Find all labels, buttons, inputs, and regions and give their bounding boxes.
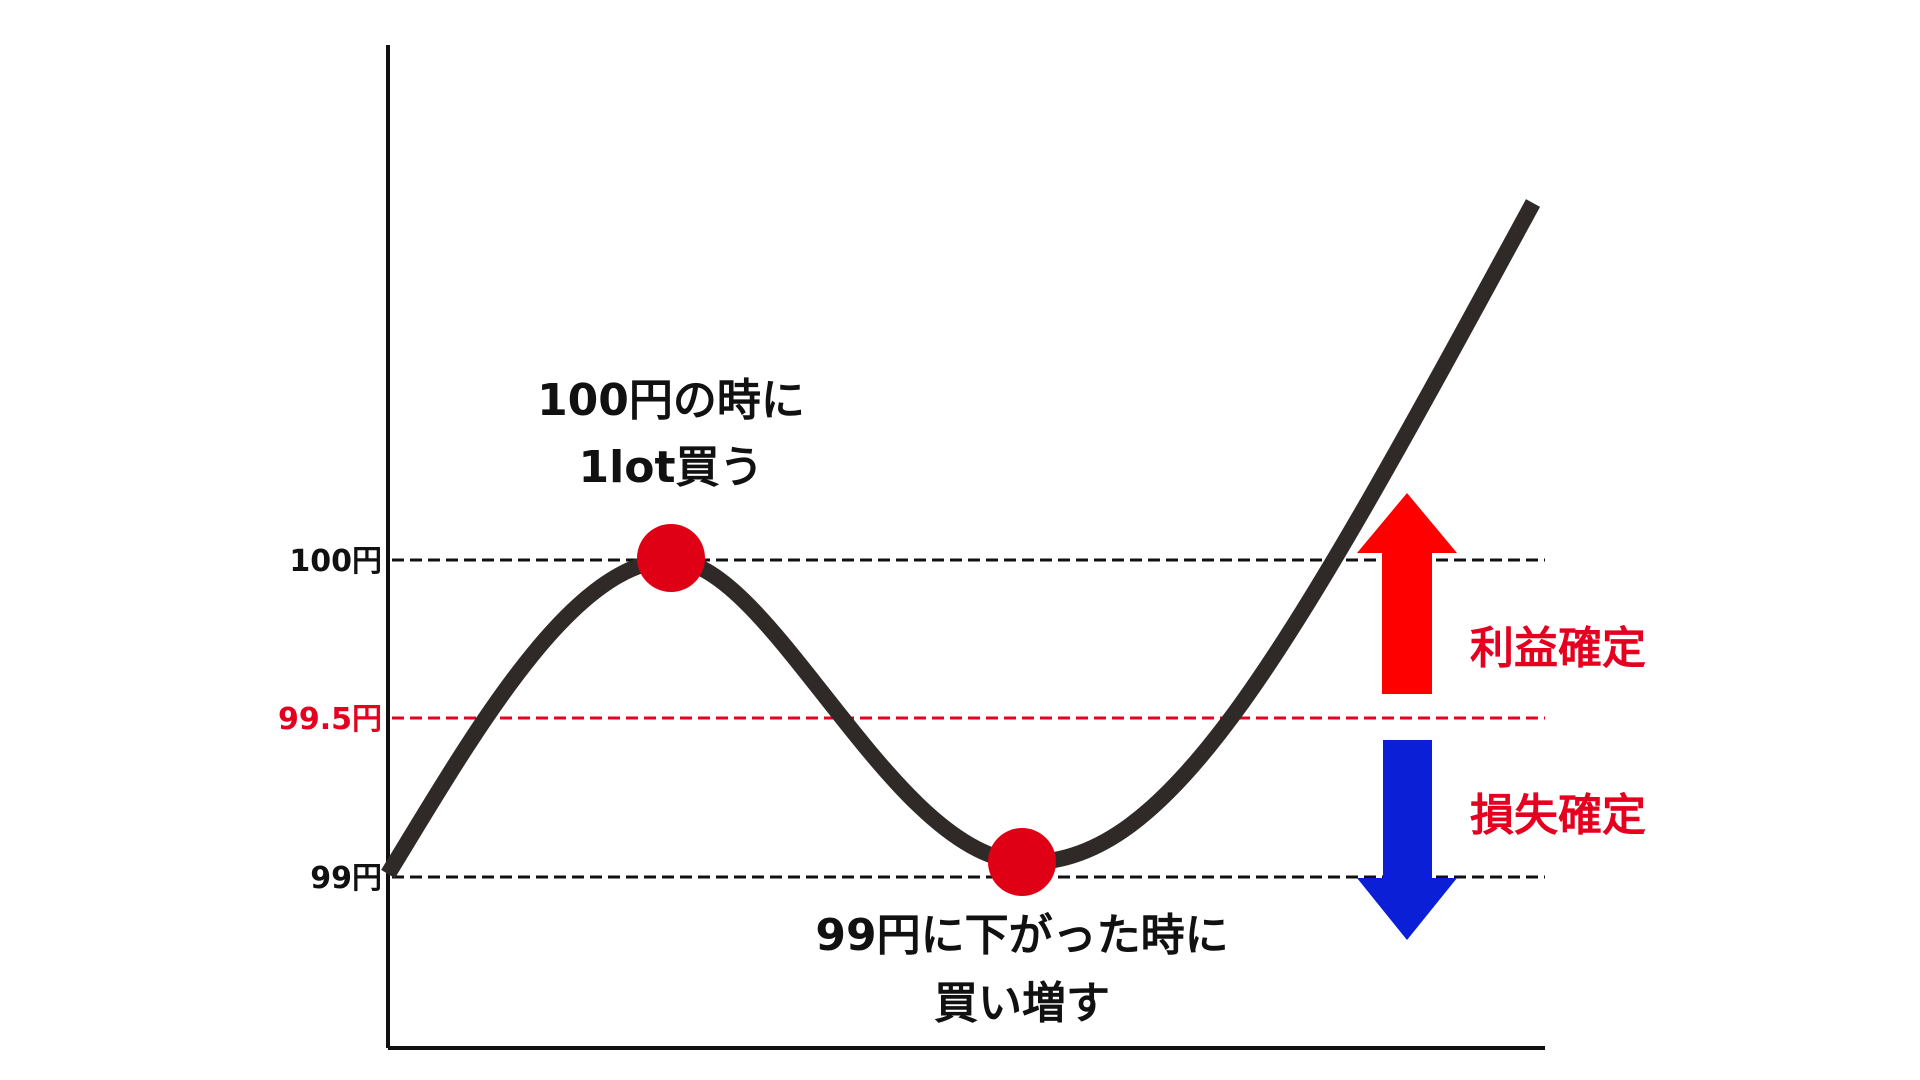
loss-label: 損失確定: [1470, 790, 1646, 841]
level-label-99: 99円: [310, 861, 382, 896]
level-label-100: 100円: [289, 544, 382, 579]
buy-more-text-line1: 99円に下がった時に: [815, 910, 1228, 961]
level-label-99-5: 99.5円: [278, 702, 382, 737]
buy-first-text-line1: 100円の時に: [537, 375, 805, 426]
buy-more-text-line2: 買い増す: [934, 978, 1110, 1029]
profit-label: 利益確定: [1470, 623, 1646, 674]
price-curve: [381, 199, 1541, 879]
buy-first-text-line2: 1lot買う: [579, 442, 764, 493]
loss-arrow-icon: [1357, 740, 1457, 940]
buy-point-99: [988, 828, 1056, 896]
profit-arrow-icon: [1357, 493, 1457, 694]
buy-point-100: [637, 524, 705, 592]
